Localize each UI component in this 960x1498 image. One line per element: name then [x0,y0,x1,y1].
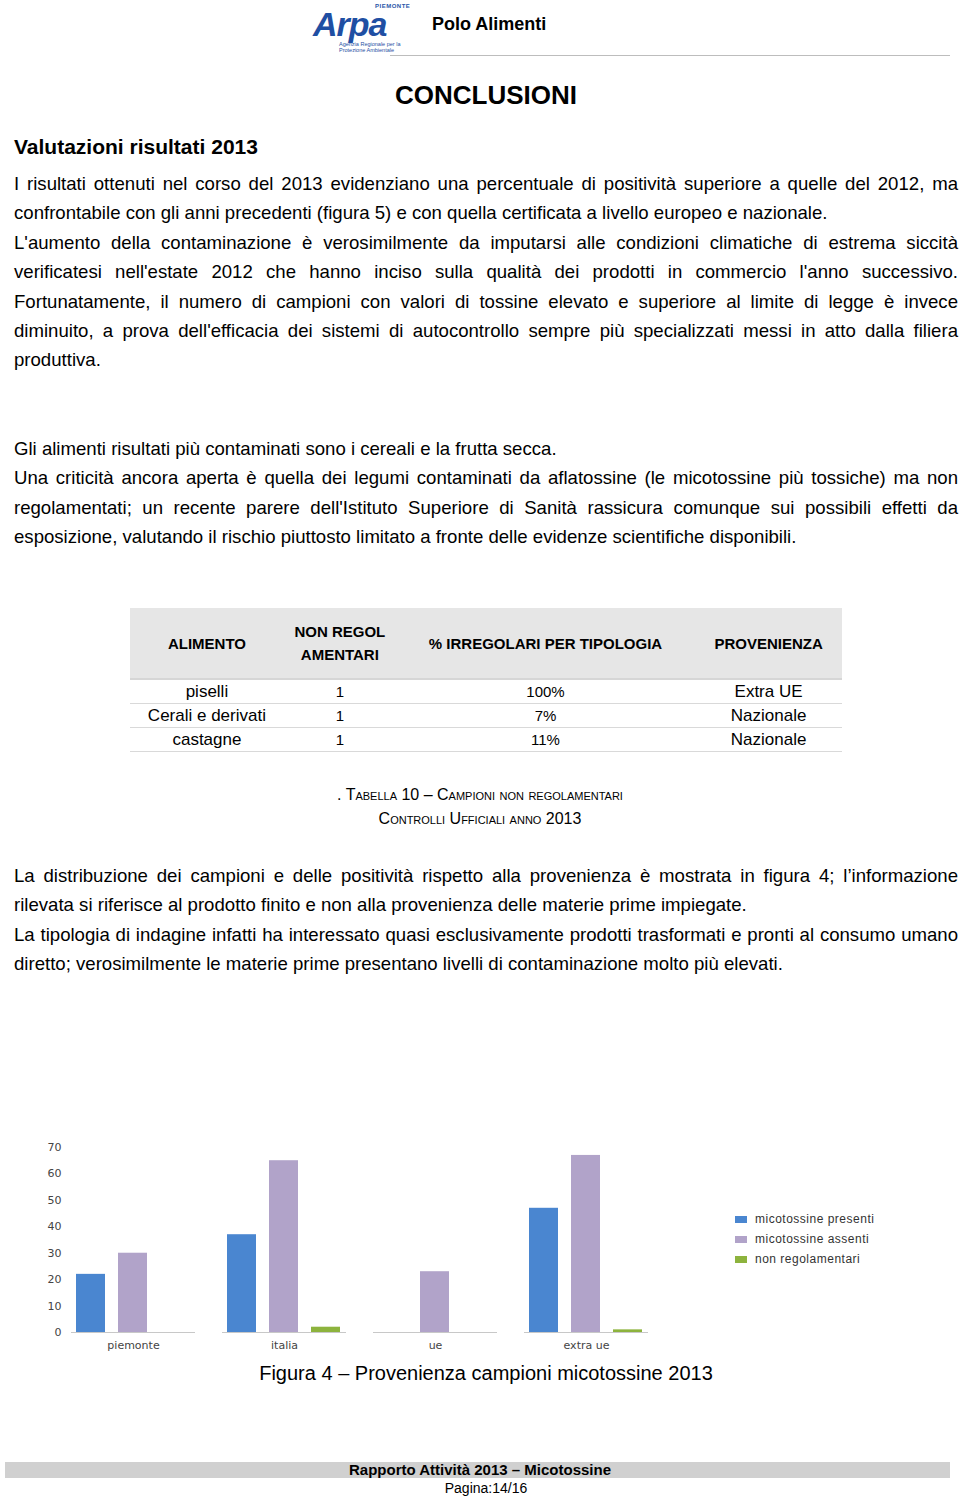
svg-text:italia: italia [271,1339,298,1352]
html-text:Pagina:14/16: Pagina:14/16 [444,1480,528,1496]
html-text:I risultati ottenuti nel corso: I risultati ottenuti nel corso del 2013 … [14,173,958,224]
html-text:1: 1 [335,707,344,724]
svg-text:20: 20 [48,1273,62,1286]
html-text:100%: 100% [526,683,565,700]
svg-text:10: 10 [48,1300,62,1313]
html-text:1: 1 [335,683,344,700]
html-text:La distribuzione dei campioni: La distribuzione dei campioni e delle po… [14,865,958,916]
html-text:micotossine presenti: micotossine presenti [755,1212,875,1226]
html-text:11%: 11% [531,731,560,748]
html-text:Agenzia Regionale per la Prote: Agenzia Regionale per la Protezione Ambi… [339,41,401,53]
html-text:Valutazioni risultati 2013: Valutazioni risultati 2013 [14,135,258,158]
html-text:Figura 4 – Provenienza campion: Figura 4 – Provenienza campioni micotoss… [259,1362,713,1384]
html-text:Una criticità ancora aperta è: Una criticità ancora aperta è quella dei… [14,467,958,548]
html-text:NON REGOLAMENTARI: NON REGOLAMENTARI [294,623,386,663]
html-text:L'aumento della contaminazione: L'aumento della contaminazione è verosim… [14,231,958,371]
html-text:1: 1 [335,731,344,748]
svg-text:70: 70 [48,1141,62,1154]
svg-text:extra ue: extra ue [564,1339,610,1352]
html-text:non regolamentari: non regolamentari [755,1252,861,1266]
svg-text:ue: ue [429,1339,443,1352]
html-text:Polo Alimenti: Polo Alimenti [432,14,547,34]
svg-text:30: 30 [48,1247,62,1260]
html-text:ALIMENTO: ALIMENTO [167,634,246,652]
html-text:micotossine assenti: micotossine assenti [755,1232,870,1246]
html-text:Arpa: Arpa [313,5,387,43]
html-text:Extra UE: Extra UE [734,681,803,701]
html-text:castagne: castagne [172,729,242,749]
svg-text:0: 0 [55,1326,62,1339]
html-text:Nazionale: Nazionale [730,705,807,725]
html-text:7%: 7% [534,707,557,724]
svg-text:50: 50 [48,1194,62,1207]
html-text:Cerali e derivati: Cerali e derivati [147,705,266,725]
html-text:Gli alimenti risultati più con: Gli alimenti risultati più contaminati s… [14,438,557,459]
html-text:Nazionale: Nazionale [730,729,807,749]
html-text:La tipologia di indagine infat: La tipologia di indagine infatti ha inte… [14,923,958,975]
html-text:Controlli Ufficiali anno 2013: Controlli Ufficiali anno 2013 [378,810,582,827]
html-text:. Tabella 10 – Campioni non re: . Tabella 10 – Campioni non regolamentar… [337,786,623,803]
html-text:Rapporto Attività 2013 – Micot: Rapporto Attività 2013 – Micotossine [349,1461,611,1478]
html-text:piselli: piselli [185,681,229,701]
html-text:PROVENIENZA: PROVENIENZA [714,634,823,652]
svg-text:60: 60 [48,1167,62,1180]
svg-text:40: 40 [48,1220,62,1233]
html-text:PIEMONTE: PIEMONTE [375,3,411,9]
html-text:CONCLUSIONI: CONCLUSIONI [395,80,577,110]
svg-text:piemonte: piemonte [107,1339,160,1352]
html-text:% IRREGOLARI PER TIPOLOGIA: % IRREGOLARI PER TIPOLOGIA [428,634,663,652]
